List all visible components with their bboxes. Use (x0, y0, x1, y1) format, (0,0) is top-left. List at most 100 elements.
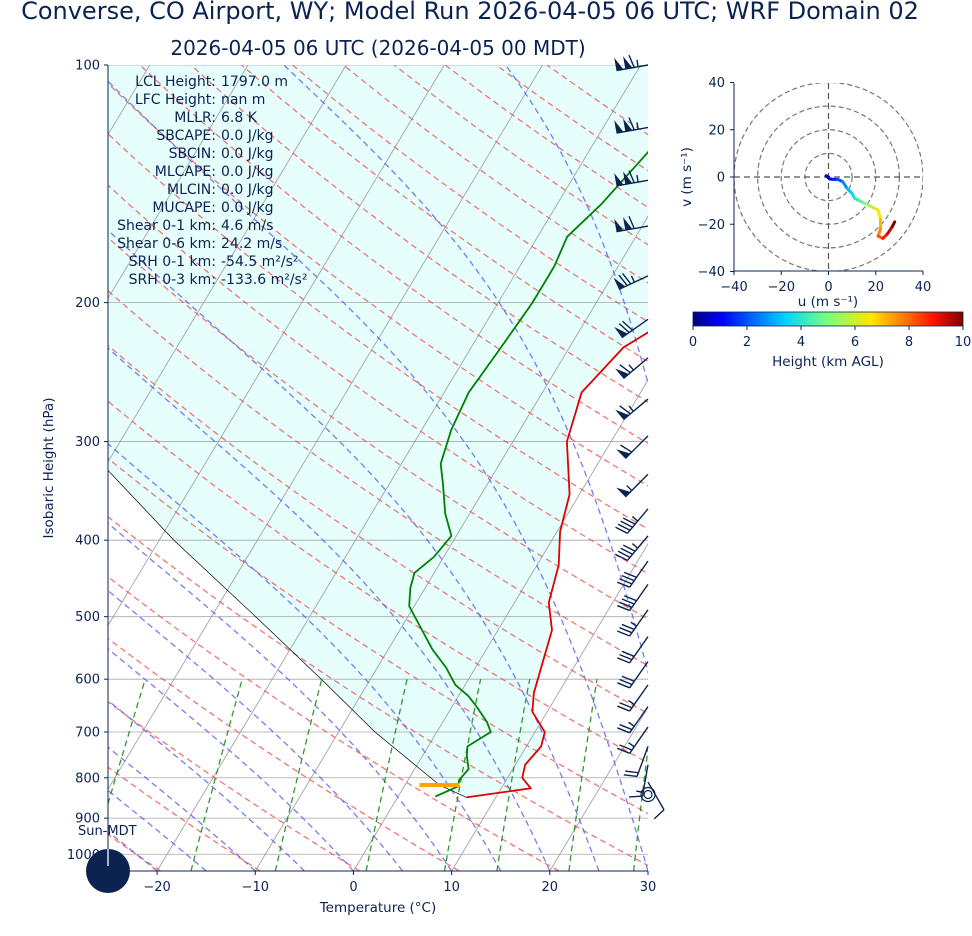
x-tick-label: −10 (242, 880, 269, 895)
isotherm-line (108, 65, 445, 627)
stat-value: 0.0 J/kg (221, 164, 274, 180)
stat-value: -133.6 m²/s² (221, 272, 307, 288)
barb-half (630, 275, 636, 283)
barb-staff (641, 764, 649, 797)
barb-full (617, 705, 630, 712)
barb-half (636, 122, 639, 130)
barb-full (617, 747, 630, 754)
stat-label: LCL Height: (135, 74, 216, 90)
y-tick-label: 900 (75, 812, 100, 827)
y-tick-label: 200 (75, 296, 100, 311)
barb-staff (629, 609, 649, 637)
stat-label: MUCAPE: (152, 200, 216, 216)
moist-adiabat (108, 80, 648, 871)
moist-adiabat (108, 522, 453, 871)
y-tick-label: 700 (75, 726, 100, 741)
barb-staff (629, 560, 649, 588)
barb-flag (614, 57, 624, 71)
barb-staff (629, 583, 649, 611)
barb-full (617, 682, 630, 689)
moist-adiabat (108, 589, 404, 871)
barb-full (617, 630, 630, 637)
hodo-y-tick-label: −40 (698, 265, 725, 280)
barb-staff (629, 661, 649, 689)
y-tick-label: 400 (75, 534, 100, 549)
isotherm-line (451, 542, 648, 871)
chart-title: Converse, CO Airport, WY; Model Run 2026… (21, 0, 919, 25)
mixing-ratio-line (681, 679, 702, 871)
stat-label: SRH 0-1 km: (129, 254, 216, 270)
wind-barb (614, 215, 649, 233)
colorbar-tick-label: 2 (743, 335, 751, 350)
barb-full (617, 550, 631, 558)
barb-staff (629, 684, 649, 712)
barb-full (625, 770, 639, 774)
wind-barb (616, 435, 649, 459)
isotherm-line (254, 215, 648, 871)
stat-value: 4.6 m/s (221, 218, 273, 234)
hodograph-y-label: v (m s⁻¹) (679, 147, 695, 207)
barb-full (619, 653, 633, 661)
isotherm-line (108, 65, 249, 300)
hodo-y-tick-label: 20 (708, 123, 725, 138)
wind-barb (623, 746, 649, 778)
barb-half (626, 485, 633, 492)
wind-barb (615, 398, 649, 421)
stat-value: 0.0 J/kg (221, 200, 274, 216)
barb-full (622, 544, 636, 552)
stat-label: Shear 0-1 km: (117, 218, 216, 234)
wind-barb (617, 583, 649, 612)
hodo-y-tick-label: −20 (698, 218, 725, 233)
stat-value: 6.8 K (221, 110, 258, 126)
stat-value: 0.0 J/kg (221, 128, 274, 144)
wind-barb (614, 54, 649, 72)
x-axis-label: Temperature (°C) (319, 900, 437, 916)
dry-adiabat (108, 132, 648, 530)
stat-label: SRH 0-3 km: (129, 272, 216, 288)
barb-flag (614, 173, 624, 186)
stat-label: MLCIN: (167, 182, 216, 198)
barb-half (628, 405, 634, 412)
dry-adiabat (108, 515, 648, 867)
barb-full (620, 444, 633, 453)
stat-value: 0.0 J/kg (221, 182, 274, 198)
sounding-stats-box: LCL Height: 1797.0 m LFC Height: nan m MLLR:… (117, 74, 307, 288)
barb-full (628, 170, 635, 184)
barb-staff (616, 126, 649, 134)
temperature-line (466, 331, 648, 799)
x-tick-label: 30 (640, 880, 657, 895)
barb-full (619, 578, 633, 585)
barb-staff (621, 318, 649, 339)
barb-flag (623, 171, 633, 185)
barb-full (618, 274, 628, 287)
barb-full (617, 604, 630, 612)
stat-value: nan m (221, 92, 265, 108)
stat-value: 0.0 J/kg (221, 146, 274, 162)
barb-full (619, 678, 633, 686)
dry-adiabat (108, 701, 361, 871)
barb-full (622, 517, 636, 525)
barb-flag (616, 487, 631, 497)
barb-full (619, 723, 633, 731)
y-tick-label: 800 (75, 771, 100, 786)
barb-full (617, 523, 631, 531)
barb-flag (614, 120, 624, 134)
wind-barb (647, 781, 665, 820)
barb-full (617, 581, 630, 588)
colorbar-tick-label: 6 (851, 335, 859, 350)
hodograph-x-label: u (m s⁻¹) (798, 294, 858, 310)
barb-full (628, 54, 635, 68)
barb-full (621, 623, 635, 631)
barb-half (631, 516, 639, 522)
calm-circle (643, 789, 653, 800)
barb-full (621, 598, 635, 605)
moon-phase-icon (86, 849, 130, 893)
barb-flag (615, 368, 629, 379)
barb-flag (623, 217, 633, 231)
barb-half (631, 543, 639, 549)
dry-adiabat (108, 344, 648, 715)
barb-full (618, 323, 630, 334)
moist-adiabat (108, 229, 600, 871)
wind-barb (617, 560, 649, 588)
barb-staff (629, 636, 649, 664)
